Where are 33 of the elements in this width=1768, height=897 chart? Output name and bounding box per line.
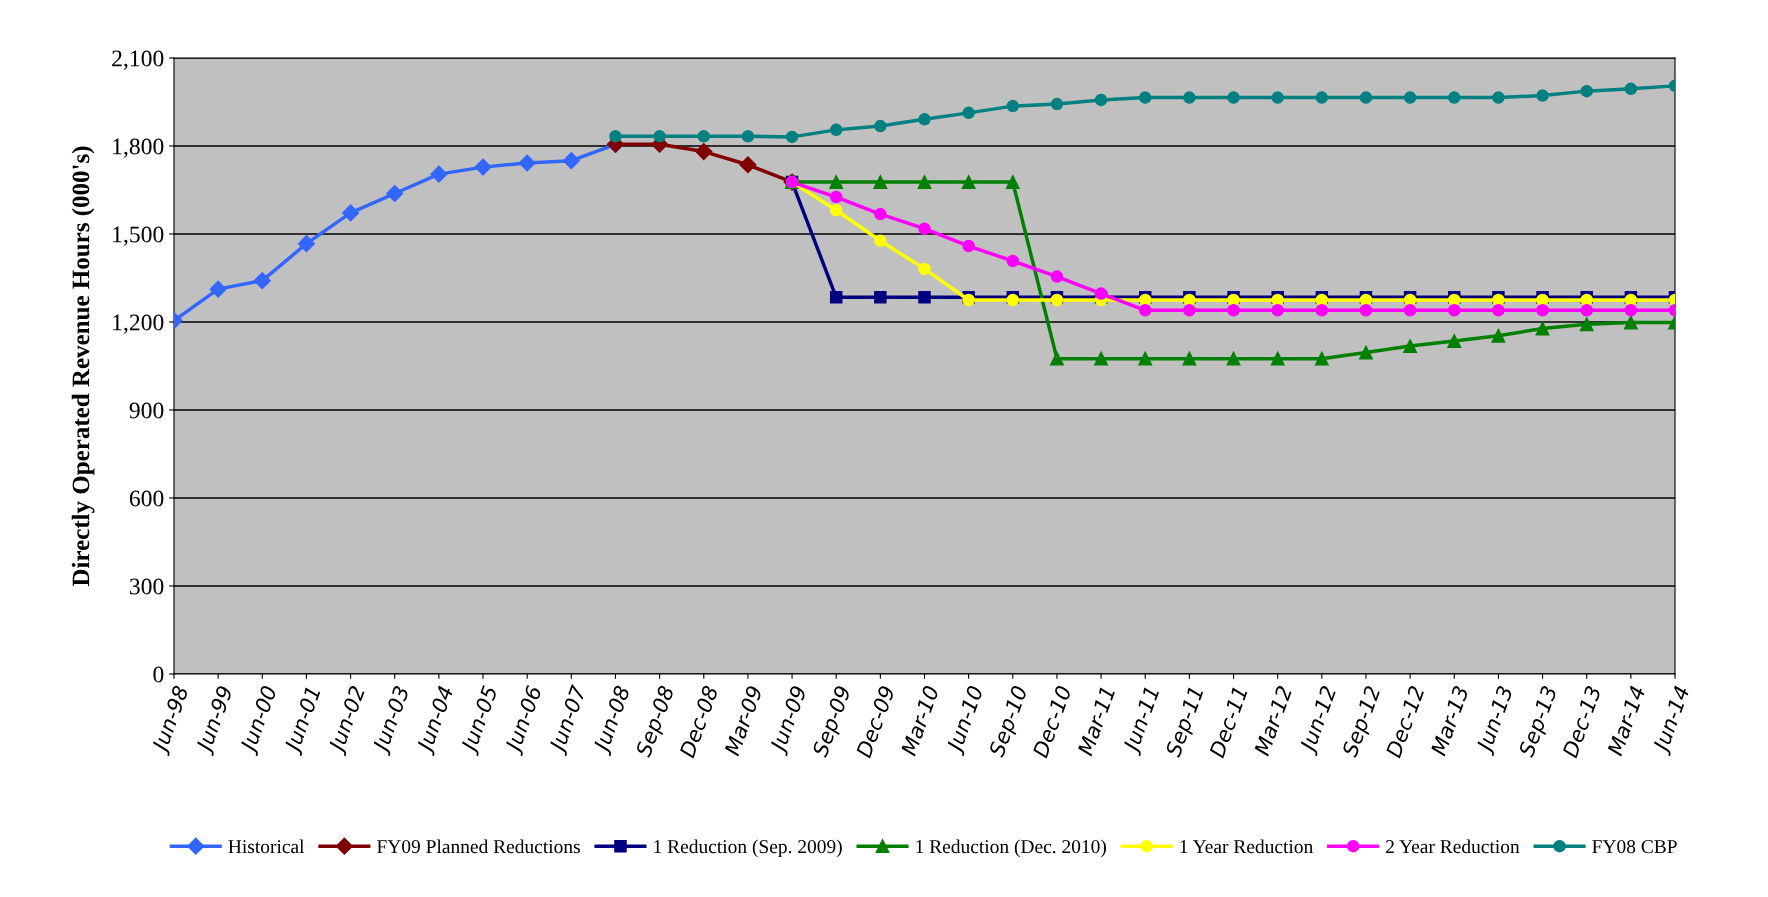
x-tick-label: Jun-10 [945, 684, 988, 757]
legend-label: FY09 Planned Reductions [377, 839, 580, 854]
x-tick-label: Jun-00 [238, 684, 281, 757]
y-tick-label: 900 [129, 402, 164, 419]
y-tick-label: 1,200 [113, 314, 164, 334]
y-tick-label: 1,800 [113, 138, 164, 158]
x-tick-label: Jun-06 [503, 684, 546, 757]
legend-label: 1 Reduction (Dec. 2010) [916, 839, 1106, 858]
x-tick-label: Jun-09 [768, 685, 811, 757]
legend-label: 1 Reduction (Sep. 2009) [654, 839, 842, 858]
y-axis-title: Directly Operated Revenue Hours (000's) [71, 146, 95, 587]
x-tick-label: Jun-07 [547, 684, 591, 757]
y-tick-label: 300 [129, 578, 164, 595]
x-tick-label: Jun-03 [371, 685, 414, 757]
x-tick-label: Jun-12 [1298, 685, 1341, 757]
x-tick-label: Jun-98 [150, 684, 193, 757]
x-tick-label: Jun-13 [1474, 685, 1517, 757]
legend-label: Historical [228, 839, 305, 854]
x-tick-label: Jun-14 [1651, 685, 1694, 757]
x-tick-label: Jun-08 [591, 684, 634, 757]
legend-label: 2 Year Reduction [1386, 839, 1520, 854]
x-tick-label: Jun-05 [459, 684, 502, 757]
y-tick-label: 0 [153, 666, 164, 683]
x-tick-label: Jun-02 [326, 685, 369, 757]
x-tick-label: Jun-11 [1121, 686, 1163, 757]
x-tick-label: Jun-01 [282, 686, 325, 757]
y-tick-label: 600 [129, 490, 164, 507]
x-tick-label: Jun-99 [194, 685, 237, 757]
y-tick-label: 1,500 [113, 226, 164, 246]
legend-label: 1 Year Reduction [1180, 839, 1313, 854]
y-tick-label: 2,100 [112, 50, 164, 70]
legend-label: FY08 CBP [1592, 840, 1677, 854]
x-tick-label: Jun-04 [415, 685, 458, 757]
